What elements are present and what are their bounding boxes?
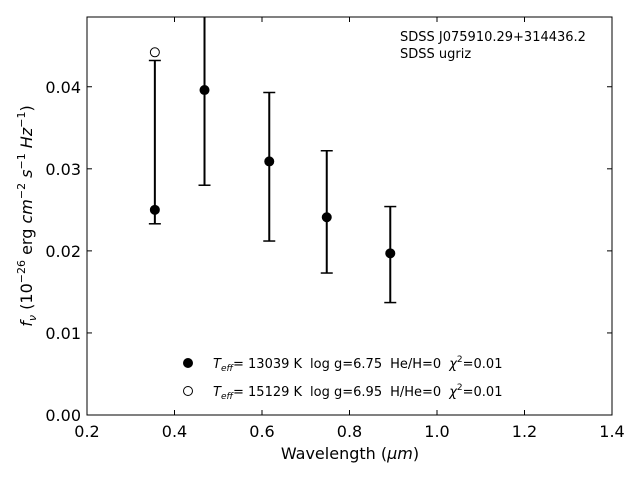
y-tick-label: 0.00 [45,406,81,425]
y-tick-label: 0.03 [45,160,81,179]
axis-ticks: 0.2 0.4 0.6 0.8 1.0 1.2 1.4 0.00 0.01 0.02 0.03 0.0… [45,17,625,441]
data-point-filled [149,204,160,215]
data-point-open [149,47,160,58]
data-point-filled [321,212,332,223]
data-points [149,47,396,259]
y-axis-label: fν (10−26 erg cm−2 s−1 Hz−1) [15,105,39,326]
data-point-filled [264,156,275,167]
x-tick-label: 1.4 [599,422,624,441]
legend-marker-open [183,386,193,396]
x-tick-label: 0.4 [162,422,187,441]
x-axis-label: Wavelength (μm) [281,444,419,463]
annotation-line-2: SDSS ugriz [400,47,471,62]
annotation-line-1: SDSS J075910.29+314436.2 [400,30,586,45]
data-point-filled [385,248,396,259]
x-tick-label: 0.8 [337,422,362,441]
x-tick-label: 1.0 [424,422,449,441]
legend-marker-filled [183,358,193,368]
plot-area [86,16,613,416]
y-tick-label: 0.02 [45,242,81,261]
y-tick-label: 0.04 [45,78,81,97]
x-tick-label: 0.2 [74,422,99,441]
y-tick-label: 0.01 [45,324,81,343]
data-point-filled [199,85,210,96]
x-tick-label: 0.6 [249,422,274,441]
x-tick-label: 1.2 [512,422,537,441]
